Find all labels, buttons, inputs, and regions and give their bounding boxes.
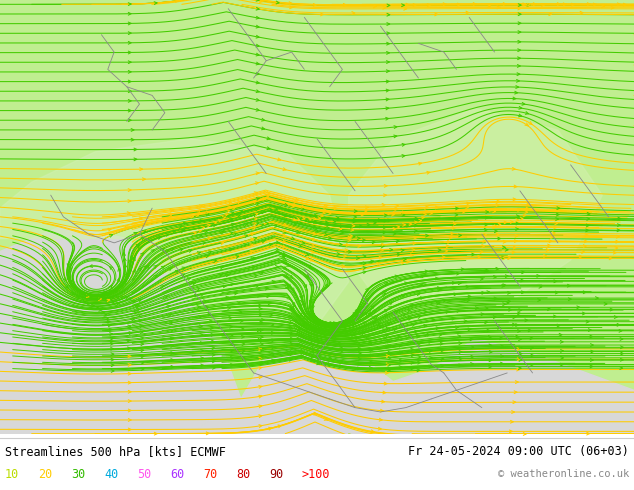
Text: 30: 30 bbox=[71, 468, 85, 481]
Text: 50: 50 bbox=[137, 468, 151, 481]
Text: 10: 10 bbox=[5, 468, 19, 481]
Polygon shape bbox=[349, 108, 602, 304]
Text: 60: 60 bbox=[170, 468, 184, 481]
Text: Fr 24-05-2024 09:00 UTC (06+03): Fr 24-05-2024 09:00 UTC (06+03) bbox=[408, 445, 629, 458]
Text: © weatheronline.co.uk: © weatheronline.co.uk bbox=[498, 469, 629, 479]
Text: 80: 80 bbox=[236, 468, 250, 481]
Text: 70: 70 bbox=[203, 468, 217, 481]
Text: 90: 90 bbox=[269, 468, 283, 481]
Polygon shape bbox=[0, 139, 349, 356]
Text: >100: >100 bbox=[302, 468, 330, 481]
Text: 20: 20 bbox=[38, 468, 52, 481]
Text: 40: 40 bbox=[104, 468, 118, 481]
Polygon shape bbox=[190, 325, 412, 434]
Text: Streamlines 500 hPa [kts] ECMWF: Streamlines 500 hPa [kts] ECMWF bbox=[5, 445, 226, 458]
Polygon shape bbox=[0, 225, 241, 434]
Polygon shape bbox=[393, 338, 634, 434]
